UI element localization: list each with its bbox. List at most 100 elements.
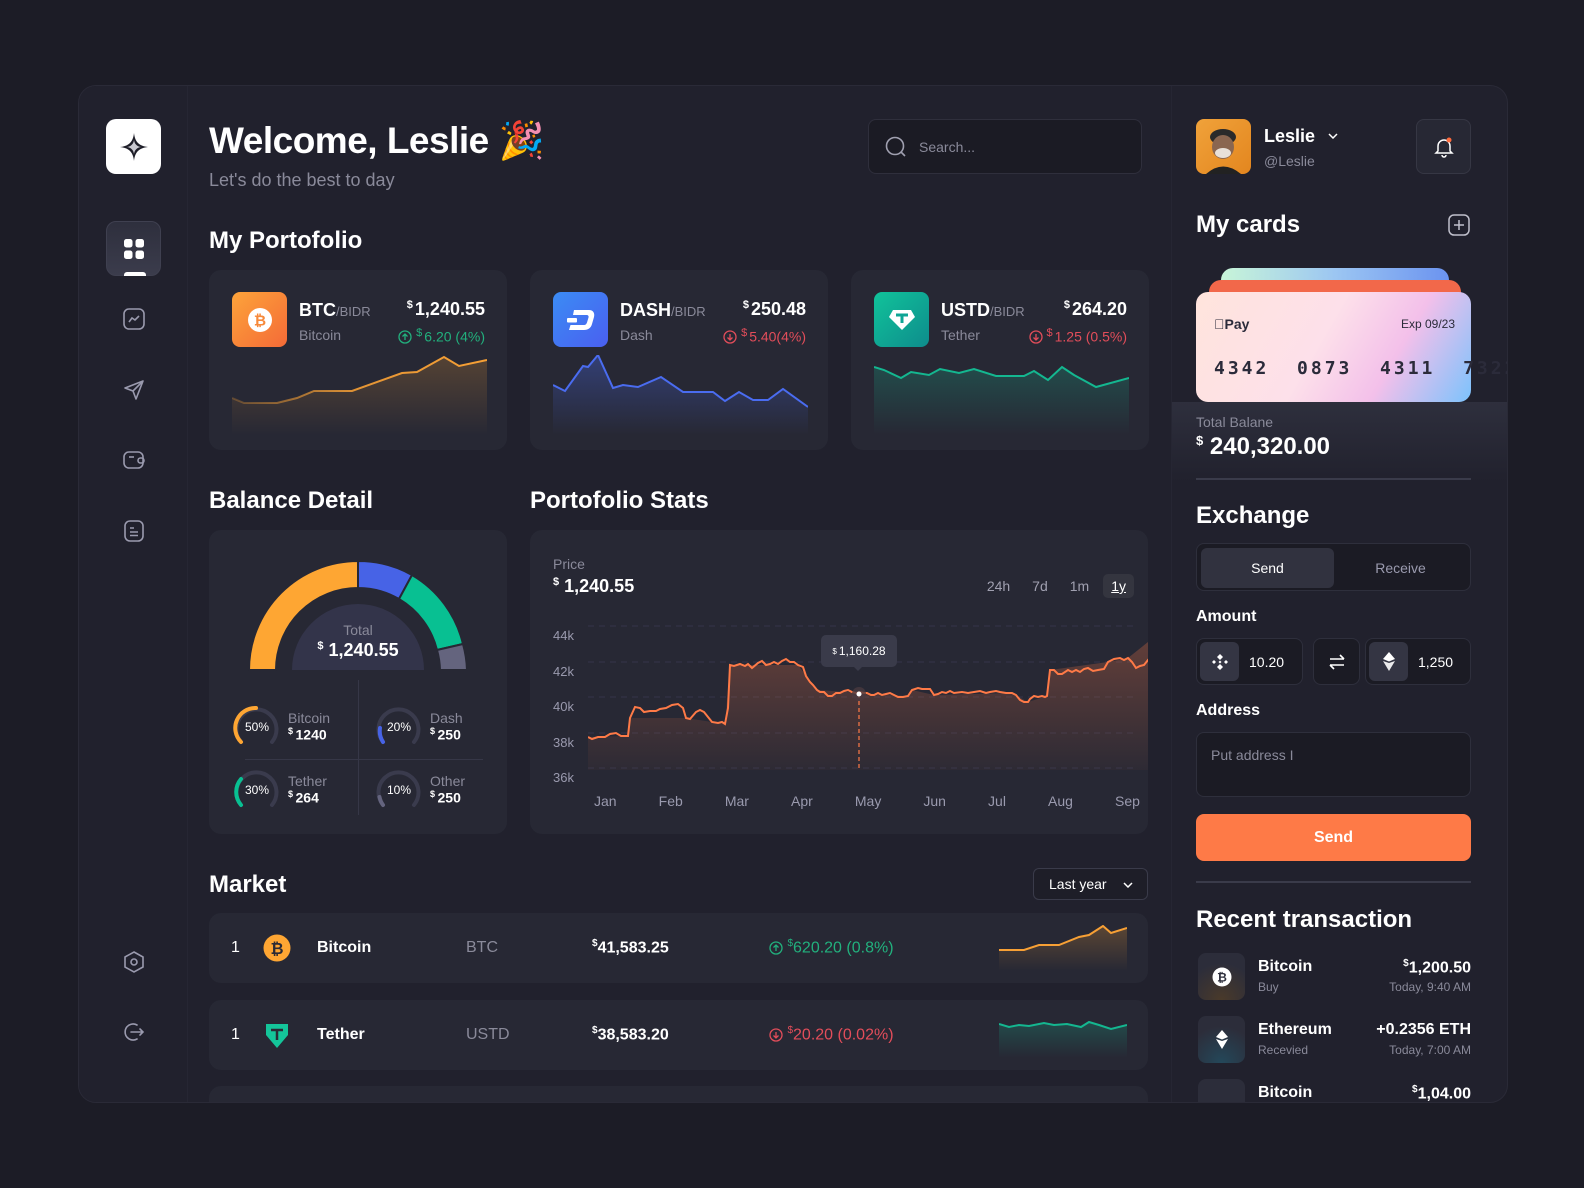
avatar[interactable] xyxy=(1196,119,1251,174)
tab-send[interactable]: Send xyxy=(1201,548,1334,588)
divider xyxy=(1196,881,1471,883)
sidebar-item-documents[interactable] xyxy=(106,503,161,558)
coin-change: $5.40(4%) xyxy=(723,327,806,345)
user-name[interactable]: Leslie xyxy=(1264,126,1338,147)
wallet-icon xyxy=(122,450,145,469)
logo[interactable] xyxy=(106,119,161,174)
user-handle: @Leslie xyxy=(1264,153,1315,169)
arrow-down-circle-icon xyxy=(1028,330,1043,344)
sidebar-item-settings[interactable] xyxy=(106,934,161,989)
ticker: DASH/BIDR xyxy=(620,300,706,320)
coin-price: $1,240.55 xyxy=(406,299,485,319)
tab-receive[interactable]: Receive xyxy=(1375,560,1426,576)
exchange-title: Exchange xyxy=(1196,502,1310,529)
balance-panel xyxy=(1172,402,1507,482)
coin-change: $6.20 (4%) xyxy=(398,327,485,345)
swap-arrows-icon xyxy=(1328,653,1345,670)
transaction-row[interactable]: ₿ Bitcoin Buy $1,200.50 Today, 9:40 AM xyxy=(1196,953,1471,1003)
svg-text:₿: ₿ xyxy=(253,311,265,329)
document-icon xyxy=(123,519,144,542)
ring-progress: 50% xyxy=(233,705,279,744)
total-balance-value: $ 240,320.00 xyxy=(1196,433,1331,460)
portfolio-stats-title: Portofolio Stats xyxy=(530,487,709,514)
svg-text:₿: ₿ xyxy=(1217,970,1227,984)
tab-1m[interactable]: 1m xyxy=(1069,578,1090,594)
market-row-partial[interactable] xyxy=(209,1086,1148,1102)
svg-text:20%: 20% xyxy=(387,720,411,734)
divider xyxy=(1196,478,1471,480)
y-axis: 44k 42k 40k 38k 36k xyxy=(553,628,574,785)
sidebar-item-logout[interactable] xyxy=(106,1004,161,1059)
amount-label: Amount xyxy=(1196,608,1257,625)
page-subtitle: Let's do the best to day xyxy=(209,170,395,190)
sidebar-item-analytics[interactable] xyxy=(106,291,161,346)
coin-name: Tether xyxy=(941,327,980,343)
total-balance-label: Total Balane xyxy=(1196,414,1274,430)
ethereum-icon xyxy=(1198,1016,1245,1063)
dash-sparkline xyxy=(553,355,808,435)
tab-1y[interactable]: 1y xyxy=(1103,574,1134,598)
market-filter-dropdown[interactable]: Last year xyxy=(1033,868,1148,900)
gauge-total-value: $ 1,240.55 xyxy=(317,640,399,660)
svg-text:₿: ₿ xyxy=(270,939,283,958)
sidebar-item-send[interactable] xyxy=(106,362,161,417)
search-input[interactable]: Search... xyxy=(868,119,1142,174)
right-panel: Leslie @Leslie My cards Pay Exp 09/23 4… xyxy=(1171,86,1507,1102)
add-card-button[interactable] xyxy=(1448,214,1470,241)
price-value: $ 1,240.55 xyxy=(553,576,635,596)
transaction-row[interactable]: Ethereum Recevied +0.2356 ETH Today, 7:0… xyxy=(1196,1016,1471,1066)
sidebar-item-wallet[interactable] xyxy=(106,432,161,487)
coin-price: $38,583.20 xyxy=(592,1025,669,1044)
swap-button[interactable] xyxy=(1313,638,1360,685)
bitcoin-icon: ₿ xyxy=(263,934,291,967)
tooltip-arrow xyxy=(853,666,863,671)
logout-icon xyxy=(123,1022,144,1041)
from-amount-input[interactable]: 10.20 xyxy=(1196,638,1303,685)
to-amount-input[interactable]: 1,250 xyxy=(1365,638,1471,685)
market-title: Market xyxy=(209,871,287,898)
tether-coin-icon xyxy=(874,292,929,347)
send-button[interactable]: Send xyxy=(1196,814,1471,861)
balance-item-dash: 20% Dash $ 250 xyxy=(374,704,463,749)
sidebar-item-dashboard[interactable] xyxy=(106,221,161,276)
divider xyxy=(245,759,483,760)
portfolio-card-ustd[interactable]: USTD/BIDR Tether $264.20 $1.25 (0.5%) xyxy=(851,270,1149,450)
coin-change: $1.25 (0.5%) xyxy=(1028,327,1127,345)
search-placeholder: Search... xyxy=(919,138,976,155)
svg-text:30%: 30% xyxy=(245,783,269,797)
address-input[interactable]: Put address I xyxy=(1196,732,1471,797)
market-row-tether[interactable]: 1 Tether USTD $38,583.20 $20.20 (0.02%) xyxy=(209,1000,1148,1070)
page-title: Welcome, Leslie 🎉 xyxy=(209,120,545,161)
tab-24h[interactable]: 24h xyxy=(986,578,1011,594)
chevron-down-icon xyxy=(1123,882,1133,888)
coin-ticker: USTD xyxy=(466,1026,510,1043)
tab-7d[interactable]: 7d xyxy=(1032,578,1048,594)
arrow-up-circle-icon xyxy=(769,941,783,955)
svg-text:50%: 50% xyxy=(245,720,269,734)
timeframe-tabs: 24h 7d 1m 1y xyxy=(973,574,1134,598)
market-row-bitcoin[interactable]: 1 ₿ Bitcoin BTC $41,583.25 $620.20 (0.8%… xyxy=(209,913,1148,983)
notification-button[interactable] xyxy=(1416,119,1471,174)
arrow-down-circle-icon xyxy=(769,1028,783,1042)
address-label: Address xyxy=(1196,702,1261,719)
arrow-up-circle-icon xyxy=(398,330,412,344)
x-axis: Jan Feb Mar Apr May Jun Jul Aug Sep xyxy=(594,793,1140,809)
credit-card[interactable]: Pay Exp 09/23 4342 0873 4311 7322 xyxy=(1196,292,1507,402)
svg-text:10%: 10% xyxy=(387,783,411,797)
price-line-chart xyxy=(588,625,1148,770)
ring-progress: 20% xyxy=(376,707,421,744)
balance-detail-card: Total $ 1,240.55 50% Bitcoin $ 1240 20% D… xyxy=(209,530,507,834)
portfolio-card-dash[interactable]: DASH/BIDR Dash $250.48 $5.40(4%) xyxy=(530,270,828,450)
ticker: USTD/BIDR xyxy=(941,300,1025,320)
bitcoin-sparkline xyxy=(999,924,1128,976)
main-content: Welcome, Leslie 🎉 Let's do the best to d… xyxy=(209,86,1159,1102)
coin-price: $250.48 xyxy=(742,299,806,319)
chart-tooltip: $1,160.28 xyxy=(821,635,897,667)
rank: 1 xyxy=(231,1026,240,1043)
exchange-tabs: Send Receive xyxy=(1196,543,1471,591)
portfolio-card-btc[interactable]: ₿ BTC/BIDR Bitcoin $1,240.55 $6.20 (4%) xyxy=(209,270,507,450)
tether-icon xyxy=(263,1021,291,1054)
transaction-row[interactable]: Bitcoin $1,04.00 xyxy=(1196,1079,1471,1102)
coin-name: Bitcoin xyxy=(317,939,372,956)
send-icon xyxy=(123,379,144,400)
